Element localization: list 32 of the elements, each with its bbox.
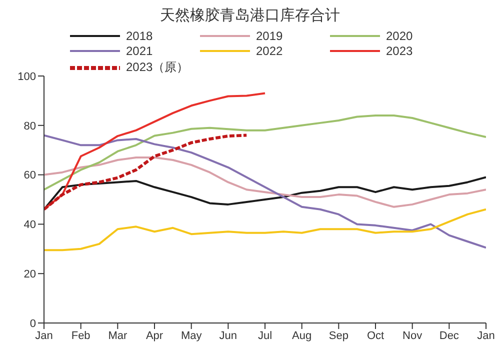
line-series xyxy=(44,134,248,211)
x-tick-label: Jun xyxy=(219,330,238,342)
line-series xyxy=(44,134,486,249)
legend-label: 2019 xyxy=(256,29,283,43)
legend-label: 2022 xyxy=(256,44,283,58)
x-tick-label: Mar xyxy=(108,330,128,342)
x-tick-label: Feb xyxy=(71,330,90,342)
x-tick-label: Dec xyxy=(439,330,460,342)
x-tick-label: Jan xyxy=(477,330,495,342)
x-tick-label: Aug xyxy=(292,330,312,342)
line-series xyxy=(44,156,486,208)
legend-label: 2023 xyxy=(386,44,413,58)
line-series xyxy=(44,208,486,252)
chart-title: 天然橡胶青岛港口库存合计 xyxy=(159,6,341,25)
x-tick-label: Apr xyxy=(146,330,164,342)
line-series xyxy=(44,114,486,191)
legend-label: 2020 xyxy=(386,29,413,43)
x-tick-label: May xyxy=(180,330,202,342)
x-tick-label: Jul xyxy=(258,330,272,342)
y-tick-label: 100 xyxy=(18,70,36,83)
legend-label: 2018 xyxy=(126,29,153,43)
x-tick-label: Jan xyxy=(35,330,53,342)
y-tick-label: 20 xyxy=(24,268,36,281)
y-tick-label: 60 xyxy=(24,170,36,182)
legend-label: 2023（原） xyxy=(126,59,189,76)
y-tick-label: 40 xyxy=(24,219,36,232)
x-tick-label: Sep xyxy=(328,330,348,342)
y-tick-label: 0 xyxy=(30,318,36,330)
x-tick-label: Oct xyxy=(366,330,384,342)
y-tick-label: 80 xyxy=(24,120,36,132)
legend-label: 2021 xyxy=(126,44,153,58)
x-tick-label: Nov xyxy=(402,330,423,342)
